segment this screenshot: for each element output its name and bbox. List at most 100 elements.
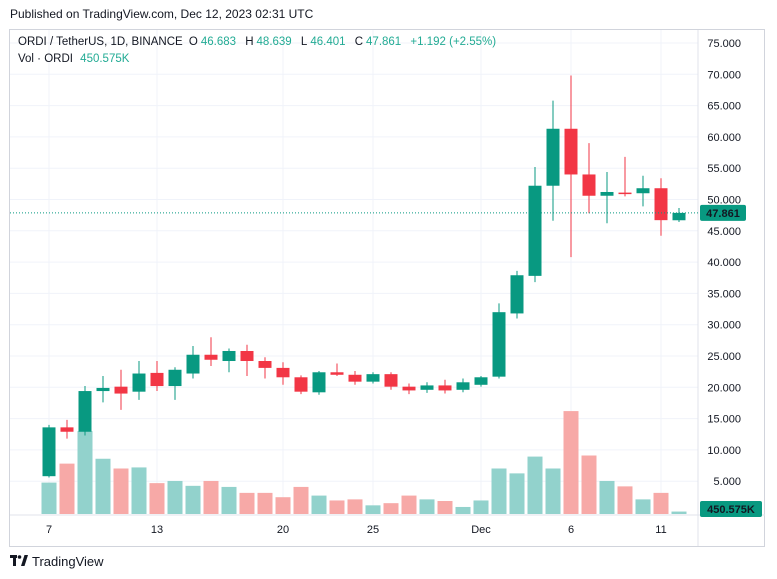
volume-bar (653, 492, 669, 514)
volume-bar (563, 411, 579, 514)
candle-body (528, 185, 542, 276)
candle-body (258, 361, 272, 368)
chart-frame (9, 29, 765, 547)
candle-body (492, 312, 506, 377)
footer: TradingView (10, 554, 104, 569)
open-value: O 46.683 (188, 36, 237, 48)
close-value: C 47.861 (354, 36, 402, 48)
volume-bar (419, 499, 435, 514)
volume-bar (113, 468, 129, 514)
candle-body (618, 192, 632, 195)
price-tick-label: 40.000 (707, 257, 741, 269)
volume-bar (383, 503, 399, 514)
candle-body (654, 188, 668, 221)
volume-bar (131, 467, 147, 514)
date-tick-label: 20 (277, 524, 289, 536)
candle-body (402, 386, 416, 391)
volume-bar (257, 492, 273, 514)
chart-legend: ORDI / TetherUS, 1D, BINANCE O 46.683 H 48… (18, 36, 499, 48)
candle-body (384, 374, 398, 387)
candle-body (582, 174, 596, 196)
price-tick-label: 50.000 (707, 195, 741, 207)
volume-bar (437, 501, 453, 514)
price-tick-label: 30.000 (707, 320, 741, 332)
footer-brand[interactable]: TradingView (32, 554, 104, 569)
candle-body (276, 367, 290, 378)
last-volume-label: 450.575K (707, 504, 755, 516)
volume-bar (635, 499, 651, 514)
price-tick-label: 75.000 (707, 38, 741, 50)
volume-bar (617, 486, 633, 514)
candle-body (294, 377, 308, 392)
volume-bar (149, 483, 165, 514)
candle-body (420, 385, 434, 390)
candle-body (600, 191, 614, 196)
candle-body (474, 377, 488, 385)
last-price-tag (700, 204, 746, 221)
high-value: H 48.639 (245, 36, 292, 48)
candle-body (312, 372, 326, 393)
candle-body (348, 374, 362, 382)
candle-body (456, 382, 470, 390)
volume-bar (221, 486, 237, 514)
candle-body (366, 374, 380, 382)
candle-body (438, 385, 452, 391)
date-tick-label: 6 (568, 524, 574, 536)
candle-body (60, 427, 74, 432)
price-tick-label: 15.000 (707, 414, 741, 426)
date-tick-label: 13 (151, 524, 163, 536)
change-value: +1.192 (+2.55%) (410, 36, 497, 48)
volume-bar (491, 468, 507, 514)
price-tick-label: 55.000 (707, 163, 741, 175)
volume-bar (545, 468, 561, 514)
candle-body (330, 372, 344, 375)
price-tick-label: 35.000 (707, 288, 741, 300)
symbol-label[interactable]: ORDI / TetherUS, 1D, BINANCE (18, 36, 183, 48)
volume-bar (527, 456, 543, 514)
candle-body (546, 128, 560, 186)
volume-bar (293, 486, 309, 514)
volume-bar (167, 480, 183, 514)
volume-bar (95, 458, 111, 514)
published-caption: Published on TradingView.com, Dec 12, 20… (10, 7, 314, 21)
candle-body (96, 387, 110, 392)
date-tick-label: Dec (471, 524, 491, 536)
candle-body (636, 188, 650, 194)
volume-bar (329, 500, 345, 514)
tv-logo-icon (10, 554, 28, 569)
volume-bar (365, 505, 381, 514)
candle-body (564, 128, 578, 175)
volume-bar (41, 482, 57, 514)
volume-bar (77, 431, 93, 514)
volume-bar (473, 500, 489, 514)
volume-value: 450.575K (80, 53, 130, 65)
volume-bar (59, 463, 75, 514)
candle-body (150, 372, 164, 387)
candle-body (510, 275, 524, 314)
price-tick-label: 20.000 (707, 382, 741, 394)
last-price-label: 47.861 (706, 208, 740, 220)
volume-bar (599, 480, 615, 514)
price-tick-label: 45.000 (707, 226, 741, 238)
candle-body (204, 354, 218, 360)
date-tick-label: 7 (46, 524, 52, 536)
candle-body (114, 386, 128, 394)
volume-bar (671, 511, 687, 514)
price-tick-label: 60.000 (707, 132, 741, 144)
date-tick-label: 25 (367, 524, 379, 536)
volume-bar (455, 506, 471, 514)
candle-body (222, 350, 236, 362)
price-tick-label: 65.000 (707, 101, 741, 113)
volume-bar (185, 485, 201, 514)
price-tick-label: 5.000 (713, 476, 741, 488)
candle-body (132, 373, 146, 392)
price-tick-label: 25.000 (707, 351, 741, 363)
date-tick-label: 11 (655, 524, 666, 536)
candle-body (42, 427, 56, 477)
volume-bar (239, 492, 255, 514)
low-value: L 46.401 (300, 36, 346, 48)
volume-label: Vol · ORDI (18, 53, 73, 65)
candle-body (240, 350, 254, 362)
candle-body (78, 391, 92, 432)
